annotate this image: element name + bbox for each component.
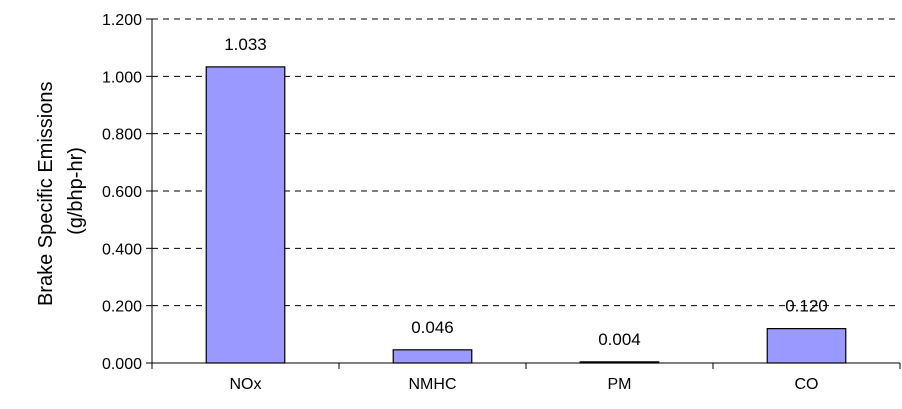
y-tick-label: 0.800 — [102, 127, 142, 144]
data-label: 0.004 — [598, 330, 641, 349]
x-tick-label: PM — [608, 376, 632, 393]
bars — [205, 66, 847, 364]
x-tick-label: CO — [795, 376, 819, 393]
data-label: 0.046 — [411, 318, 454, 337]
y-tick-label: 0.400 — [102, 241, 142, 258]
bar-pm — [579, 361, 660, 364]
bar-nox — [205, 66, 286, 364]
data-label: 0.120 — [785, 297, 828, 316]
data-labels: 1.033 0.046 0.004 0.120 — [224, 35, 828, 349]
y-tick-label: 0.200 — [102, 299, 142, 316]
x-tick-label: NOx — [230, 376, 262, 393]
y-tick-label: 0.000 — [102, 356, 142, 373]
data-label: 1.033 — [224, 35, 267, 54]
y-tick-labels: 0.000 0.200 0.400 0.600 0.800 1.000 1.200 — [102, 12, 152, 373]
y-tick-label: 0.600 — [102, 184, 142, 201]
y-axis-title-line-1: Brake Specific Emissions — [35, 82, 57, 307]
y-axis-title: Brake Specific Emissions (g/bhp-hr) — [35, 76, 87, 306]
y-tick-label: 1.000 — [102, 69, 142, 86]
bar-co — [766, 328, 847, 364]
x-tick-label: NMHC — [409, 376, 457, 393]
bar-nmhc — [392, 349, 473, 364]
y-axis-title-line-2: (g/bhp-hr) — [65, 147, 87, 235]
y-tick-label: 1.200 — [102, 12, 142, 29]
x-tick-labels: NOx NMHC PM CO — [151, 363, 901, 393]
